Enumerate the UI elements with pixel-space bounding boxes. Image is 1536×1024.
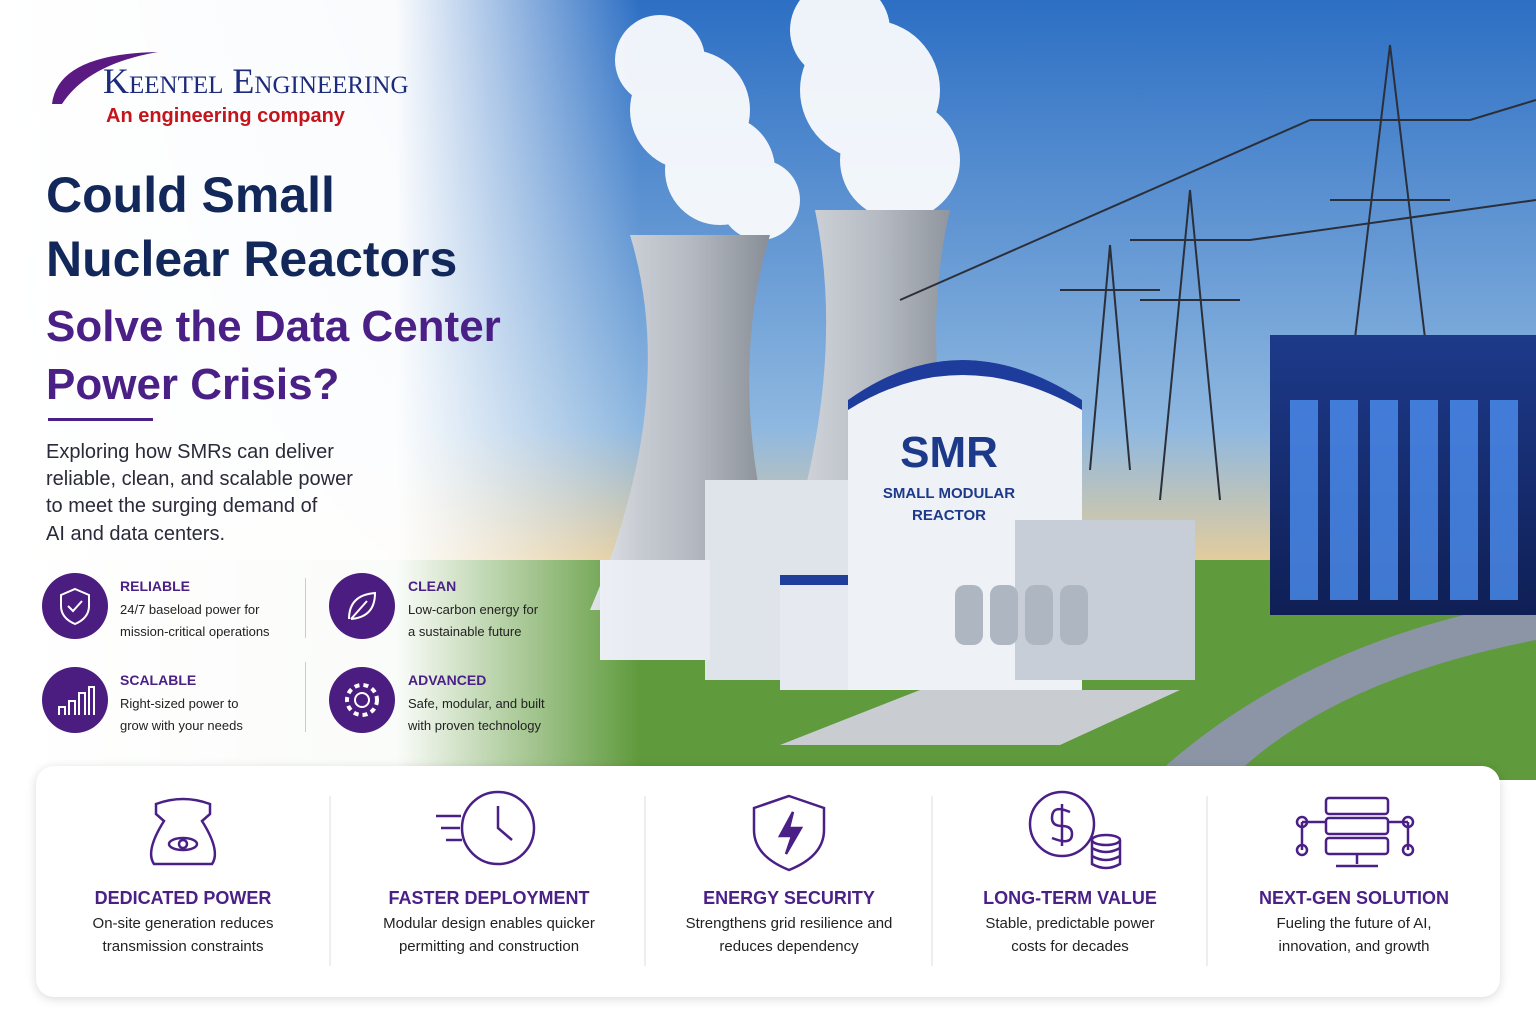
benefit-text: Fueling the future of AI, xyxy=(1276,915,1432,932)
reactor-label: REACTOR xyxy=(912,507,986,524)
headline-accent: Solve the Data Center xyxy=(46,302,501,351)
benefit-title: DEDICATED POWER xyxy=(94,888,272,908)
headline: Could Small xyxy=(46,167,335,223)
feature-icon xyxy=(42,667,108,733)
feature-text: 24/7 baseload power for xyxy=(120,602,260,617)
feature-text: Low-carbon energy for xyxy=(408,602,539,617)
intro: reliable, clean, and scalable power xyxy=(46,468,353,490)
feature-title: SCALABLE xyxy=(120,672,197,688)
benefit-text: innovation, and growth xyxy=(1278,938,1430,955)
feature-text: a sustainable future xyxy=(408,624,522,639)
benefit-text: transmission constraints xyxy=(102,938,264,955)
benefit-title: ENERGY SECURITY xyxy=(703,888,875,908)
divider xyxy=(48,418,153,421)
feature-text: Safe, modular, and built xyxy=(408,696,545,711)
reactor-name: SMR xyxy=(900,428,998,477)
benefit-text: Strengthens grid resilience and xyxy=(685,915,893,932)
feature-icon xyxy=(329,573,395,639)
benefit-icons xyxy=(149,790,1415,966)
intro: AI and data centers. xyxy=(46,523,226,545)
feature-title: RELIABLE xyxy=(120,578,190,594)
logo-tagline: An engineering company xyxy=(106,105,345,127)
feature-title: CLEAN xyxy=(408,578,457,594)
reactor-label: SMALL MODULAR xyxy=(882,485,1016,502)
intro: Exploring how SMRs can deliver xyxy=(46,441,334,463)
logo-name: Keentel Engineering xyxy=(103,61,409,101)
feature-title: ADVANCED xyxy=(408,672,487,688)
benefit-title: NEXT-GEN SOLUTION xyxy=(1258,888,1450,908)
benefit-text: costs for decades xyxy=(1011,938,1129,955)
feature-divider xyxy=(305,578,306,638)
benefit-text: permitting and construction xyxy=(398,938,580,955)
benefit-text: On-site generation reduces xyxy=(92,915,274,932)
feature-text: with proven technology xyxy=(408,718,541,733)
feature-icon xyxy=(42,573,108,639)
headline: Nuclear Reactors xyxy=(46,231,458,287)
headline-accent: Power Crisis? xyxy=(46,360,340,409)
feature-text: Right-sized power to xyxy=(120,696,239,711)
logo-swoosh xyxy=(52,52,158,104)
feature-divider xyxy=(305,662,306,732)
feature-text: grow with your needs xyxy=(120,718,243,733)
feature-icon xyxy=(329,667,395,733)
benefit-title: LONG-TERM VALUE xyxy=(983,888,1157,908)
intro: to meet the surging demand of xyxy=(46,495,318,517)
benefit-title: FASTER DEPLOYMENT xyxy=(388,888,590,908)
benefit-text: Modular design enables quicker xyxy=(383,915,595,932)
feature-text: mission-critical operations xyxy=(120,624,270,639)
benefit-text: Stable, predictable power xyxy=(985,915,1155,932)
benefit-text: reduces dependency xyxy=(719,938,859,955)
